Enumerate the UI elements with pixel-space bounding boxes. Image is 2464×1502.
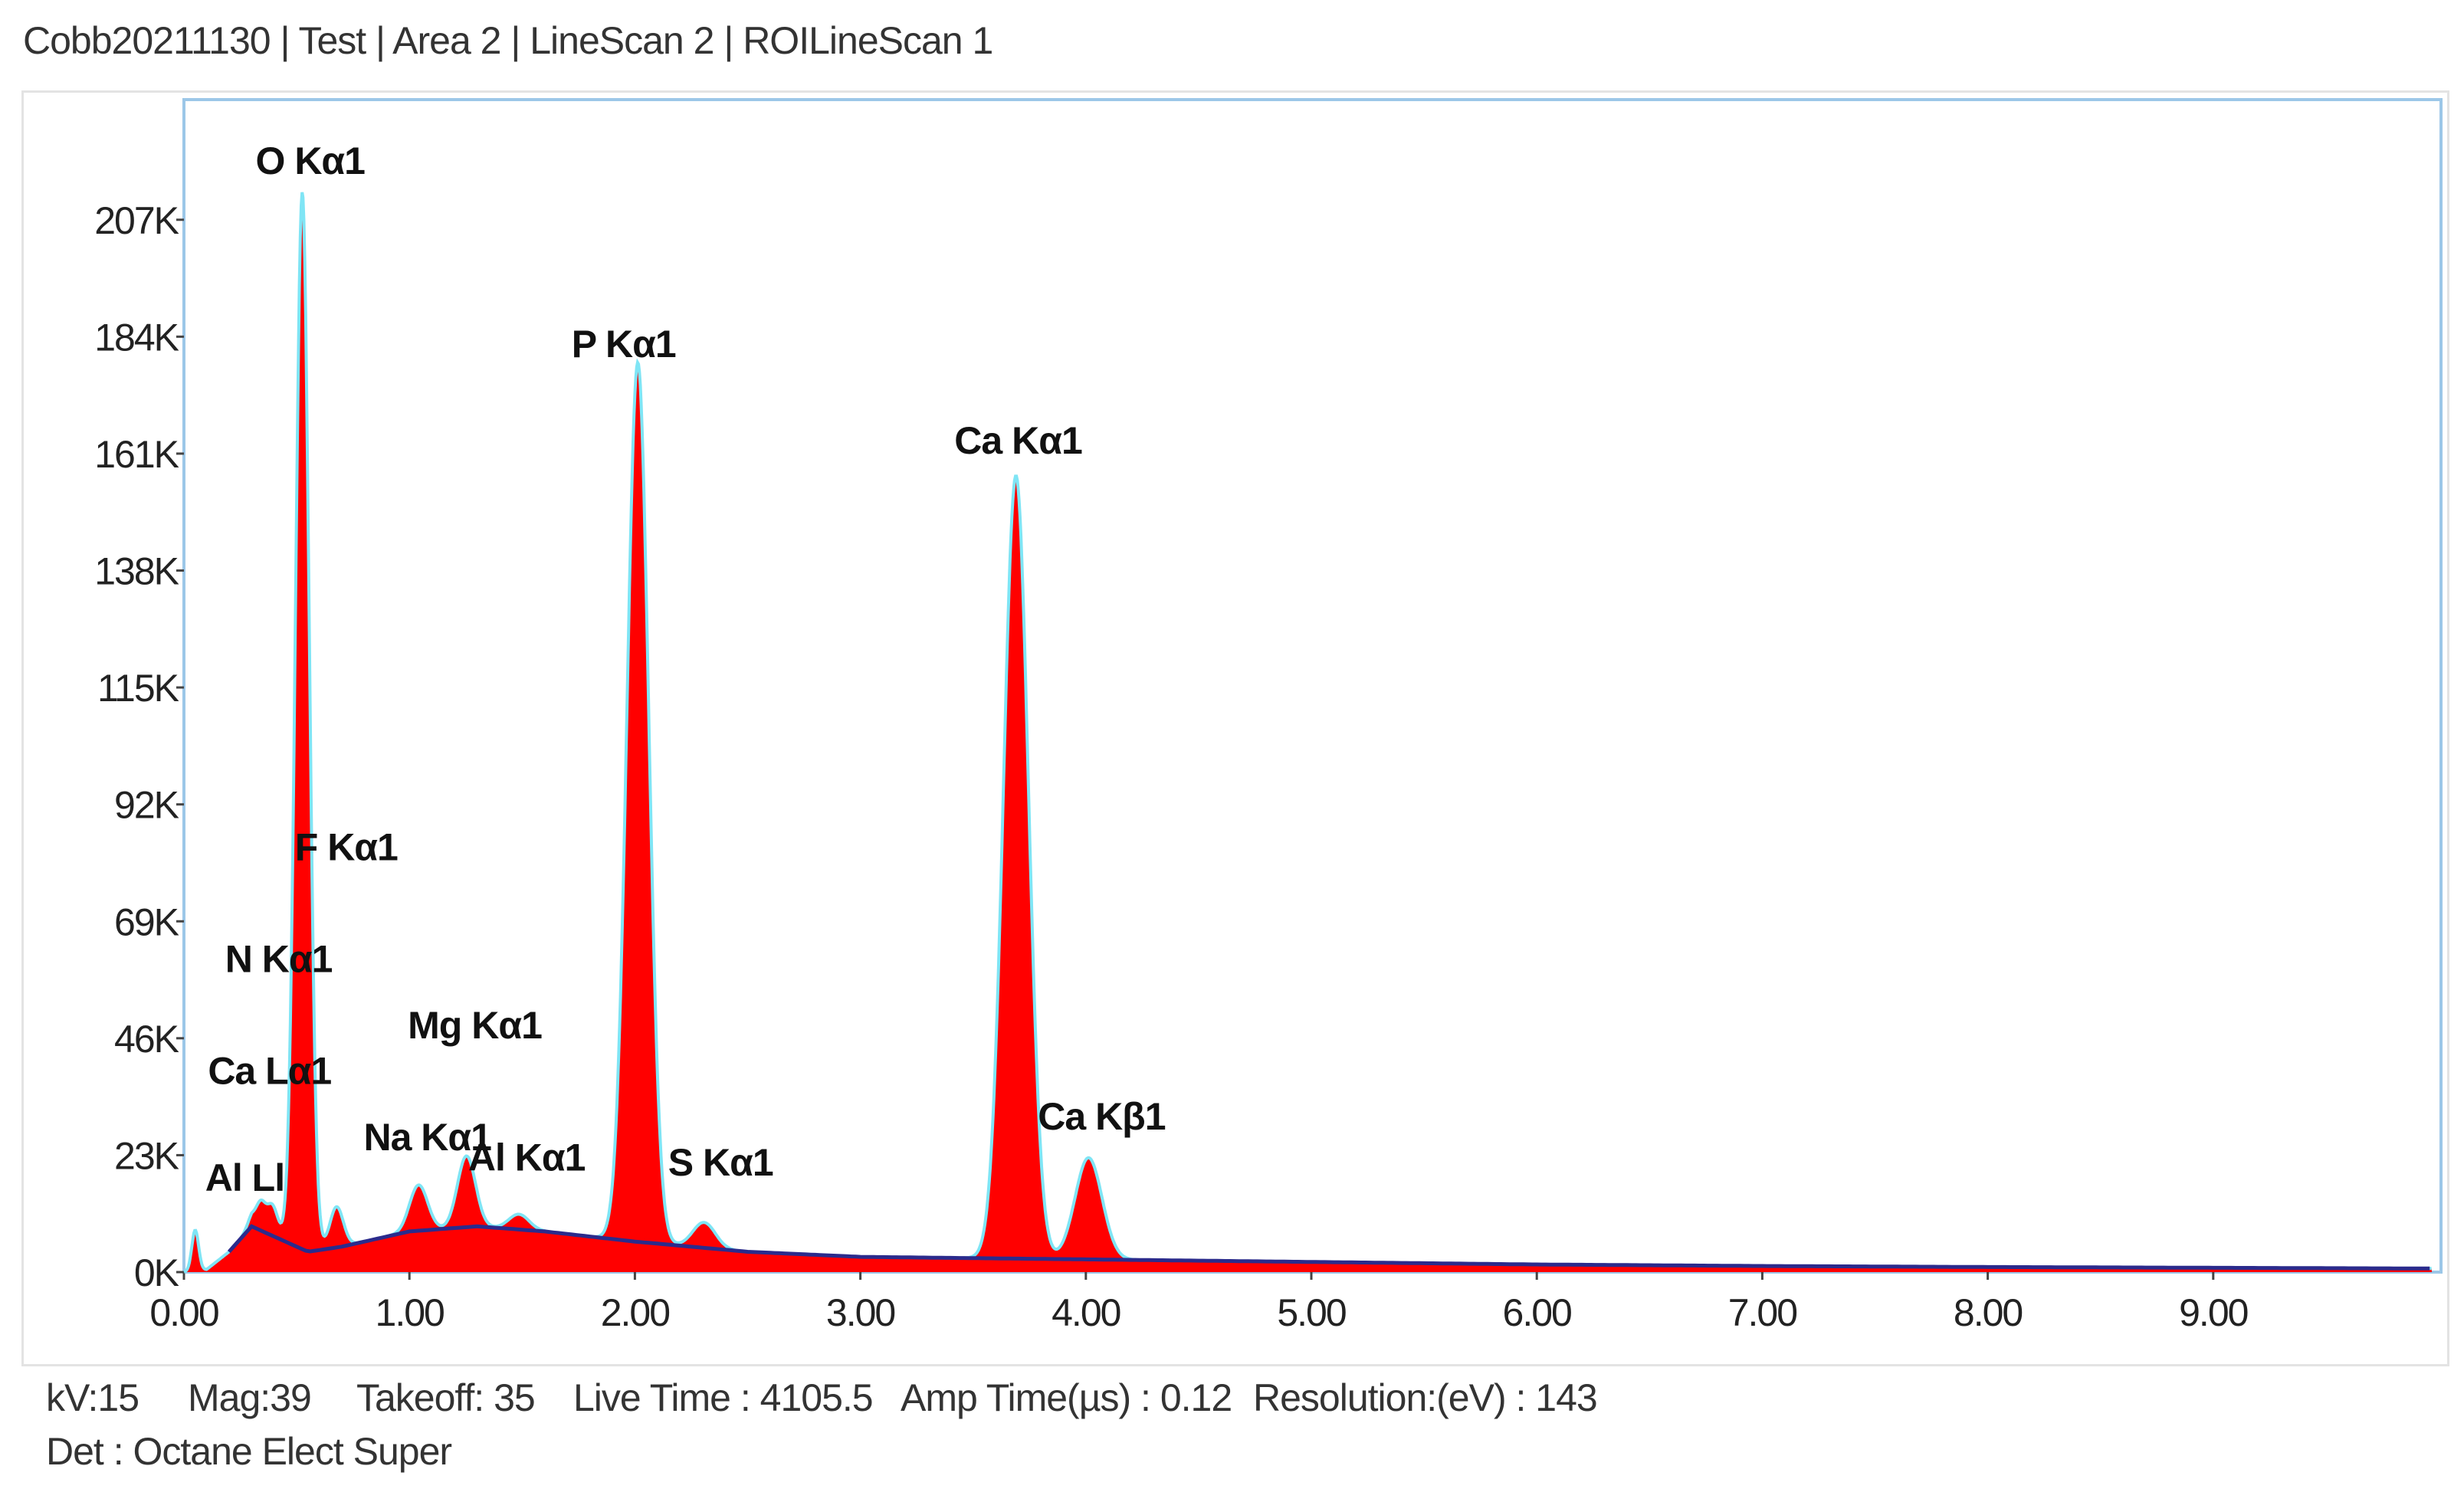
peak-label: Na Kα1 [364, 1116, 492, 1159]
live-time-readout: Live Time : 4105.5 [573, 1376, 874, 1419]
magnification-readout: Mag:39 [188, 1376, 312, 1419]
background-curve [227, 1224, 2430, 1271]
y-tick-label: 0K [134, 1251, 179, 1294]
spectrum-title: Cobb20211130 | Test | Area 2 | LineScan … [23, 19, 993, 62]
spectrum-series [183, 192, 2433, 1274]
peak-label: F Kα1 [295, 826, 398, 869]
detector-readout: Det : Octane Elect Super [46, 1430, 452, 1473]
y-tick-label: 115K [97, 667, 179, 710]
x-axis: 0.00 1.00 2.00 3.00 4.00 5.00 6.00 7.00 8.00 9.00 [149, 1272, 2249, 1334]
peak-label: S Kα1 [668, 1141, 773, 1184]
peak-labels: O Kα1 F Kα1 N Kα1 Ca Lα1 Al Ll Na Kα1 Mg Kα1 Al… [205, 139, 1166, 1199]
y-tick-label: 92K [114, 784, 179, 827]
amp-time-readout: Amp Time(µs) : 0.12 [901, 1376, 1232, 1419]
peak-label: Mg Kα1 [408, 1004, 542, 1047]
plot-area [182, 98, 2443, 1274]
y-axis: 0K 23K 46K 69K 92K 115K 138K 161K 184K 207K [94, 199, 184, 1294]
y-tick-label: 207K [94, 199, 179, 242]
y-tick-label: 69K [114, 900, 179, 943]
peak-label: P Kα1 [572, 323, 676, 366]
x-tick-label: 2.00 [601, 1291, 670, 1334]
kv-readout: kV:15 [46, 1376, 139, 1419]
peak-label: Ca Lα1 [208, 1050, 331, 1093]
x-tick-label: 4.00 [1052, 1291, 1120, 1334]
peak-label: Ca Kα1 [954, 419, 1082, 462]
x-tick-label: 3.00 [826, 1291, 895, 1334]
x-tick-label: 9.00 [2179, 1291, 2248, 1334]
peak-label: Al Ll [205, 1156, 284, 1199]
x-tick-label: 6.00 [1503, 1291, 1572, 1334]
y-tick-label: 46K [114, 1018, 179, 1061]
x-tick-label: 1.00 [376, 1291, 445, 1334]
peak-label: N Kα1 [225, 938, 333, 981]
y-tick-label: 161K [94, 433, 179, 476]
takeoff-readout: Takeoff: 35 [356, 1376, 536, 1419]
x-tick-label: 7.00 [1728, 1291, 1797, 1334]
peak-label: Ca Kβ1 [1038, 1095, 1165, 1138]
peak-label: O Kα1 [256, 139, 366, 182]
x-tick-label: 8.00 [1954, 1291, 2023, 1334]
y-tick-label: 23K [114, 1134, 179, 1177]
spectrum-fill [184, 192, 2433, 1272]
resolution-readout: Resolution:(eV) : 143 [1253, 1376, 1598, 1419]
x-tick-label: 5.00 [1277, 1291, 1346, 1334]
x-tick-label: 0.00 [149, 1291, 218, 1334]
y-tick-label: 138K [94, 550, 179, 593]
y-tick-label: 184K [94, 316, 179, 359]
peak-label: Al Kα1 [468, 1136, 586, 1179]
